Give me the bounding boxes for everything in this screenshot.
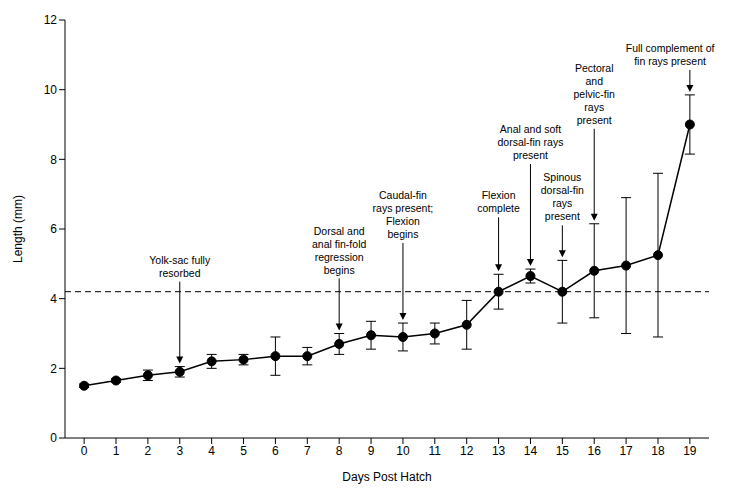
svg-text:18: 18	[651, 444, 665, 458]
svg-text:Caudal-finrays present;Flexion: Caudal-finrays present;Flexionbegins	[373, 189, 434, 240]
svg-text:14: 14	[524, 444, 538, 458]
svg-text:Full complement offin rays pre: Full complement offin rays present	[626, 42, 715, 67]
svg-text:11: 11	[429, 444, 442, 458]
svg-text:3: 3	[176, 444, 183, 458]
svg-text:13: 13	[492, 444, 506, 458]
svg-text:0: 0	[81, 444, 88, 458]
svg-text:2: 2	[50, 362, 57, 376]
svg-text:1: 1	[113, 444, 120, 458]
svg-text:Days Post Hatch: Days Post Hatch	[342, 470, 431, 484]
svg-text:2: 2	[145, 444, 152, 458]
svg-text:4: 4	[208, 444, 215, 458]
svg-text:4: 4	[50, 292, 57, 306]
svg-text:8: 8	[50, 153, 57, 167]
svg-text:Spinousdorsal-finrayspresent: Spinousdorsal-finrayspresent	[541, 171, 584, 222]
svg-text:Flexioncomplete: Flexioncomplete	[477, 189, 520, 214]
svg-text:15: 15	[556, 444, 570, 458]
svg-text:9: 9	[368, 444, 375, 458]
svg-text:16: 16	[588, 444, 602, 458]
svg-text:10: 10	[396, 444, 410, 458]
svg-text:Dorsal andanal fin-foldregress: Dorsal andanal fin-foldregressionbegins	[312, 225, 366, 276]
svg-text:Anal and softdorsal-fin rayspr: Anal and softdorsal-fin rayspresent	[497, 123, 563, 161]
svg-text:6: 6	[272, 444, 279, 458]
svg-text:7: 7	[304, 444, 311, 458]
svg-text:0: 0	[50, 431, 57, 445]
svg-text:19: 19	[683, 444, 697, 458]
svg-text:12: 12	[460, 444, 474, 458]
svg-text:12: 12	[44, 13, 58, 27]
svg-text:17: 17	[619, 444, 633, 458]
svg-text:Length (mm): Length (mm)	[11, 195, 25, 263]
svg-text:Pectoralandpelvic-finraysprese: Pectoralandpelvic-finrayspresent	[574, 62, 616, 126]
svg-text:5: 5	[240, 444, 247, 458]
svg-text:10: 10	[44, 83, 58, 97]
svg-text:6: 6	[50, 222, 57, 236]
svg-text:8: 8	[336, 444, 343, 458]
svg-text:Yolk-sac fullyresorbed: Yolk-sac fullyresorbed	[149, 254, 211, 279]
